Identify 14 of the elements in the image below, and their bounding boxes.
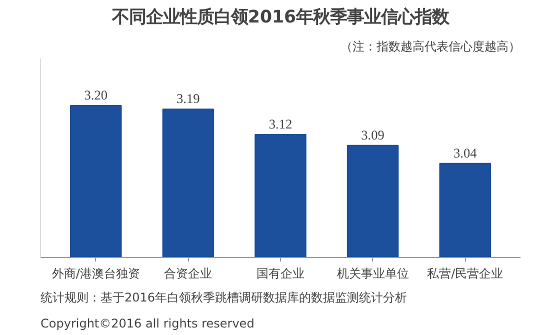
x-tick-label: 合资企业 <box>164 266 212 280</box>
data-label: 3.19 <box>176 91 200 106</box>
text: Copyright©2016 all rights reserved <box>40 316 254 330</box>
data-label: 3.09 <box>361 127 385 142</box>
data-label: 3.12 <box>268 116 292 132</box>
data-label: 3.04 <box>453 145 478 160</box>
x-tick-label: 私营/民营企业 <box>427 266 504 280</box>
x-tick-label: 外商/港澳台独资 <box>52 266 140 280</box>
chart-title: 不同企业性质白领2016年秋季事业信心指数 <box>110 8 450 28</box>
data-label: 3.20 <box>84 88 108 103</box>
x-tick-label: 机关事业单位 <box>336 266 409 280</box>
text: 统计规则：基于2016年白领秋季跳槽调研数据库的数据监测统计分析 <box>40 290 408 304</box>
chart-subtitle: （注：指数越高代表信心度越高） <box>340 40 520 54</box>
x-tick-label: 国有企业 <box>256 266 304 280</box>
